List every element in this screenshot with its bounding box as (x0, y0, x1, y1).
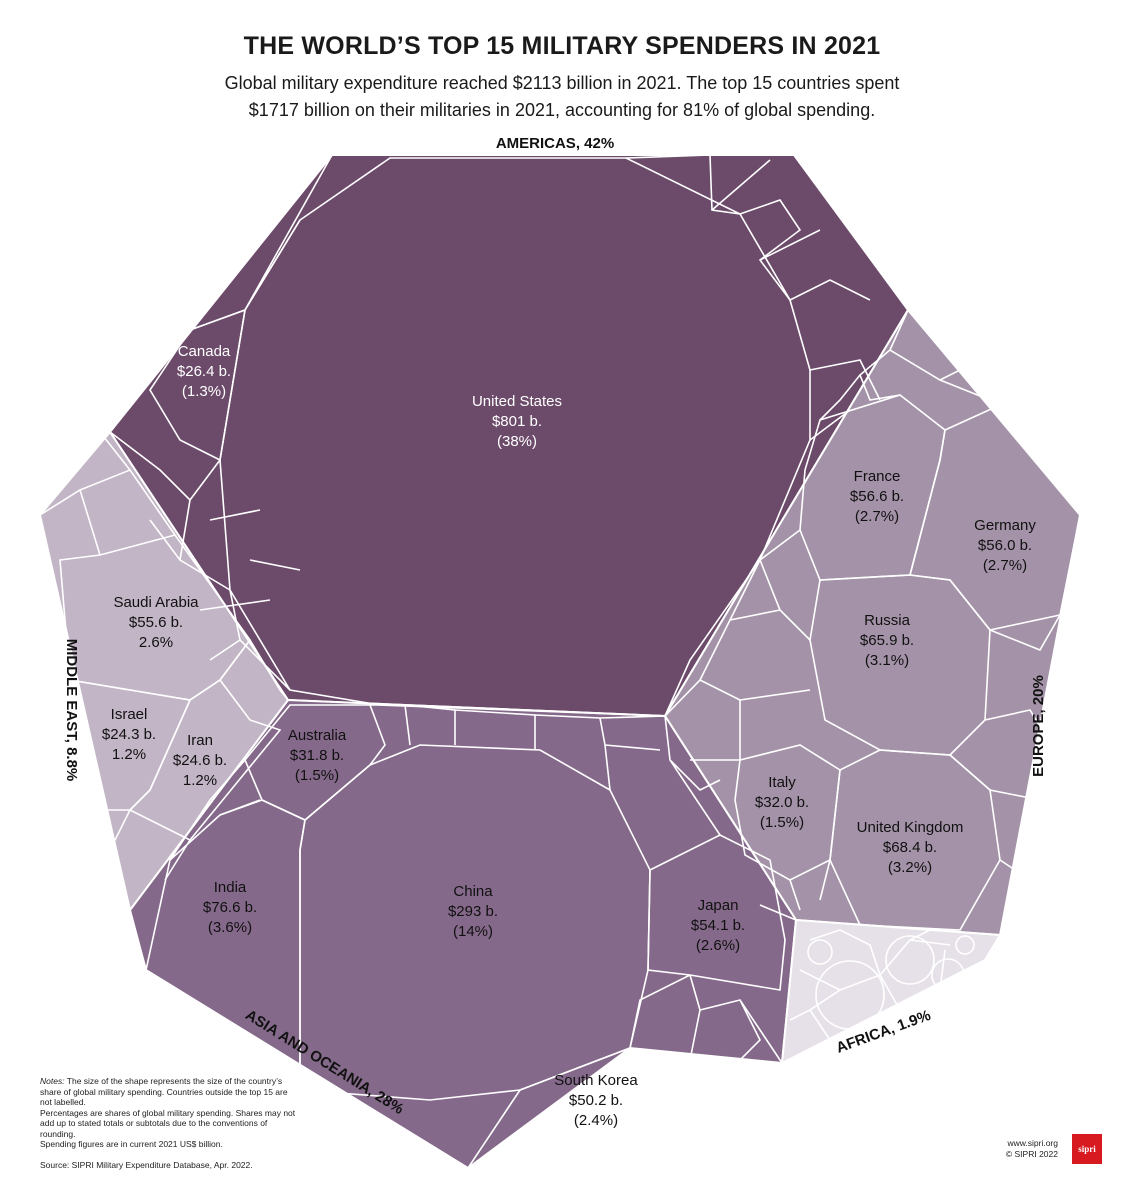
label-japan-name: Japan (698, 897, 739, 914)
label-china-name: China (453, 883, 493, 900)
label-south-korea-value: $50.2 b. (569, 1092, 623, 1109)
cell-africa-circle (931, 958, 965, 992)
cell-africa-circle (955, 935, 975, 955)
label-india-name: India (214, 879, 247, 896)
label-australia-share: (1.5%) (295, 767, 339, 784)
label-india-value: $76.6 b. (203, 899, 257, 916)
notes-line-3: Spending figures are in current 2021 US$… (40, 1139, 223, 1149)
chart-subtitle: Global military expenditure reached $211… (0, 70, 1124, 124)
label-germany-name: Germany (974, 517, 1036, 534)
region-label-americas: AMERICAS, 42% (496, 135, 614, 152)
region-label-europe: EUROPE, 20% (1030, 675, 1047, 777)
label-israel-share: 1.2% (112, 746, 146, 763)
cell-americas-small (109, 154, 881, 691)
chart-title: THE WORLD’S TOP 15 MILITARY SPENDERS IN … (243, 32, 881, 60)
cell-asia-small (169, 704, 783, 1111)
label-united-states-value: $801 b. (492, 413, 542, 430)
label-japan-value: $54.1 b. (691, 917, 745, 934)
label-south-korea-share: (2.4%) (574, 1112, 618, 1129)
cell-south-korea[interactable] (466, 1047, 701, 1170)
label-israel-name: Israel (111, 706, 148, 723)
notes-line-2: Percentages are shares of global militar… (40, 1107, 296, 1139)
cell-africa-circle (885, 935, 935, 985)
label-iran-name: Iran (187, 732, 213, 749)
notes-text: The size of the shape represents the siz… (40, 1076, 288, 1107)
label-iran-share: 1.2% (183, 772, 217, 789)
site-credit: www.sipri.org © SIPRI 2022 (990, 1138, 1058, 1159)
label-saudi-arabia-share: 2.6% (139, 634, 173, 651)
label-australia-value: $31.8 b. (290, 747, 344, 764)
cell-africa-circle (869, 1034, 891, 1056)
label-australia-name: Australia (288, 727, 347, 744)
label-russia-value: $65.9 b. (860, 632, 914, 649)
cell-iran[interactable] (128, 678, 282, 842)
label-india-share: (3.6%) (208, 919, 252, 936)
site-url[interactable]: www.sipri.org (1007, 1138, 1058, 1148)
label-italy-value: $32.0 b. (755, 794, 809, 811)
label-china-share: (14%) (453, 923, 493, 940)
label-saudi-arabia-name: Saudi Arabia (113, 594, 199, 611)
cell-europe-small (664, 309, 1061, 921)
label-france-share: (2.7%) (855, 508, 899, 525)
country-cell-borders (39, 154, 1081, 1170)
notes: Notes: The size of the shape represents … (40, 1076, 300, 1150)
label-france-value: $56.6 b. (850, 488, 904, 505)
subtitle-line-1: Global military expenditure reached $211… (224, 73, 900, 93)
label-russia-share: (3.1%) (865, 652, 909, 669)
copyright: © SIPRI 2022 (1005, 1148, 1058, 1159)
label-canada-name: Canada (178, 343, 231, 360)
label-united-states-name: United States (472, 393, 562, 410)
subtitle-line-2: $1717 billion on their militaries in 202… (248, 100, 876, 120)
sipri-logo: sipri (1072, 1134, 1102, 1164)
source-note: Source: SIPRI Military Expenditure Datab… (40, 1160, 253, 1170)
label-france-name: France (854, 468, 901, 485)
label-russia-name: Russia (864, 612, 911, 629)
cell-africa-circle (815, 960, 885, 1030)
label-japan-share: (2.6%) (696, 937, 740, 954)
label-united-kingdom-name: United Kingdom (857, 819, 964, 836)
label-italy-name: Italy (768, 774, 796, 791)
region-label-middle-east: MIDDLE EAST, 8.8% (63, 639, 80, 782)
label-south-korea-name: South Korea (554, 1072, 638, 1089)
label-italy-share: (1.5%) (760, 814, 804, 831)
cell-japan[interactable] (647, 834, 786, 991)
country-labels: United States $801 b. (38%) Canada $26.4 b. (… (102, 343, 1036, 1129)
notes-label: Notes: (40, 1076, 65, 1086)
cell-russia[interactable] (809, 574, 991, 756)
label-germany-share: (2.7%) (983, 557, 1027, 574)
label-canada-value: $26.4 b. (177, 363, 231, 380)
label-canada-share: (1.3%) (182, 383, 226, 400)
label-saudi-arabia-value: $55.6 b. (129, 614, 183, 631)
cell-italy[interactable] (734, 744, 841, 881)
label-germany-value: $56.0 b. (978, 537, 1032, 554)
label-israel-value: $24.3 b. (102, 726, 156, 743)
label-united-kingdom-value: $68.4 b. (883, 839, 937, 856)
cell-africa-circle (807, 939, 833, 965)
cell-middle-east-small (39, 431, 289, 901)
label-united-kingdom-share: (3.2%) (888, 859, 932, 876)
cell-africa-circle (917, 992, 943, 1018)
label-iran-value: $24.6 b. (173, 752, 227, 769)
label-china-value: $293 b. (448, 903, 498, 920)
label-united-states-share: (38%) (497, 433, 537, 450)
